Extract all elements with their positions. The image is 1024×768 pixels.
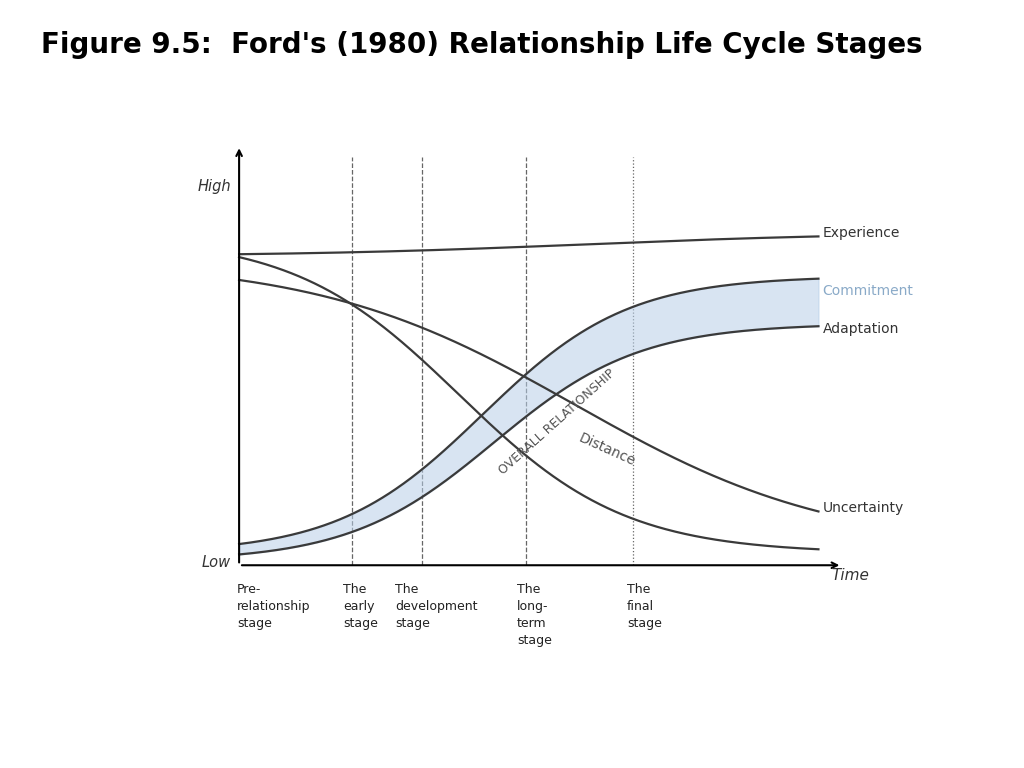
Text: Adaptation: Adaptation xyxy=(822,323,899,336)
Text: The
long-
term
stage: The long- term stage xyxy=(517,583,552,647)
Text: Experience: Experience xyxy=(822,227,900,240)
Text: Low: Low xyxy=(202,554,231,570)
Text: Pre-
relationship
stage: Pre- relationship stage xyxy=(238,583,310,630)
Text: Figure 9.5:  Ford's (1980) Relationship Life Cycle Stages: Figure 9.5: Ford's (1980) Relationship L… xyxy=(41,31,923,58)
Text: OVERALL RELATIONSHIP: OVERALL RELATIONSHIP xyxy=(497,366,617,477)
Text: The
early
stage: The early stage xyxy=(343,583,378,630)
Text: Distance: Distance xyxy=(577,432,638,469)
Text: The
development
stage: The development stage xyxy=(395,583,477,630)
Text: Uncertainty: Uncertainty xyxy=(822,502,903,515)
Text: The
final
stage: The final stage xyxy=(627,583,663,630)
Text: High: High xyxy=(198,179,231,194)
Text: Time: Time xyxy=(831,568,869,583)
Text: Commitment: Commitment xyxy=(822,283,913,298)
